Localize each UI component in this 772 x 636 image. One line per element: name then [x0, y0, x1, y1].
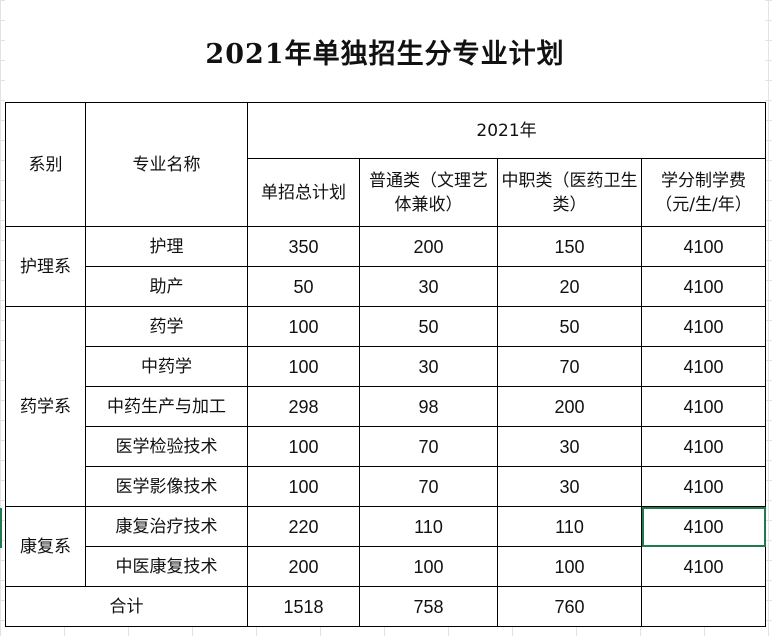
- row-selection-marker: [0, 508, 2, 548]
- table-row: 助产 50 30 20 4100: [6, 266, 767, 307]
- table-row: 护理系 护理 350 200 150 4100: [5, 226, 767, 307]
- fee-cell[interactable]: 4100: [640, 546, 767, 587]
- fee-cell[interactable]: 4100: [640, 386, 767, 427]
- general-cell[interactable]: 110: [359, 506, 498, 547]
- fee-cell[interactable]: 4100: [640, 226, 767, 267]
- totals-label[interactable]: 合计: [5, 586, 248, 627]
- vocational-cell[interactable]: 20: [497, 266, 642, 307]
- general-cell[interactable]: 70: [359, 466, 498, 507]
- major-cell[interactable]: 助产: [85, 266, 248, 307]
- header-total[interactable]: 单招总计划: [247, 158, 360, 227]
- total-cell[interactable]: 50: [247, 266, 360, 307]
- totals-total[interactable]: 1518: [247, 586, 360, 627]
- header-year[interactable]: 2021年: [246, 102, 767, 159]
- vocational-cell[interactable]: 50: [497, 306, 642, 347]
- dept-cell[interactable]: 康复系: [5, 506, 86, 587]
- vocational-cell[interactable]: 30: [497, 426, 642, 467]
- dept-cell[interactable]: 药学系: [5, 306, 86, 507]
- general-cell[interactable]: 100: [359, 546, 498, 587]
- major-cell[interactable]: 康复治疗技术: [85, 506, 248, 547]
- total-cell[interactable]: 220: [247, 506, 360, 547]
- total-cell[interactable]: 100: [247, 466, 360, 507]
- major-cell[interactable]: 医学影像技术: [85, 466, 248, 507]
- fee-cell[interactable]: 4100: [640, 266, 767, 307]
- header-major[interactable]: 专业名称: [85, 102, 248, 227]
- general-cell[interactable]: 200: [359, 226, 498, 267]
- totals-row: 合计 1518 758 760: [5, 586, 767, 627]
- total-cell[interactable]: 298: [247, 386, 360, 427]
- table-row: 药学系 药学 100 50 50 4100: [5, 306, 767, 507]
- major-cell[interactable]: 中药生产与加工: [85, 386, 248, 427]
- general-cell[interactable]: 50: [359, 306, 498, 347]
- header-fee[interactable]: 学分制学费（元/生/年）: [640, 158, 767, 227]
- fee-cell-selected[interactable]: 4100: [640, 506, 767, 547]
- vocational-cell[interactable]: 30: [497, 466, 642, 507]
- totals-vocational[interactable]: 760: [497, 586, 642, 627]
- major-cell[interactable]: 中药学: [85, 346, 248, 387]
- table-row: 中医康复技术 200 100 100 4100: [6, 546, 767, 587]
- total-cell[interactable]: 100: [247, 426, 360, 467]
- major-cell[interactable]: 护理: [85, 226, 248, 267]
- table-row: 医学影像技术 100 70 30 4100: [6, 466, 767, 507]
- total-cell[interactable]: 200: [247, 546, 360, 587]
- general-cell[interactable]: 98: [359, 386, 498, 427]
- sheet-title[interactable]: 2021年单独招生分专业计划: [5, 0, 765, 102]
- header-dept[interactable]: 系别: [5, 102, 86, 227]
- table-row: 医学检验技术 100 70 30 4100: [6, 426, 767, 467]
- totals-fee[interactable]: [640, 586, 767, 627]
- dept-cell[interactable]: 护理系: [5, 226, 86, 307]
- table-row: 康复系 康复治疗技术 220 110 110 4100: [5, 506, 767, 587]
- general-cell[interactable]: 30: [359, 266, 498, 307]
- total-cell[interactable]: 100: [247, 306, 360, 347]
- table-row: 中药学 100 30 70 4100: [6, 346, 767, 387]
- vocational-cell[interactable]: 150: [497, 226, 642, 267]
- header-vocational[interactable]: 中职类（医药卫生类）: [497, 158, 642, 227]
- total-cell[interactable]: 100: [247, 346, 360, 387]
- totals-general[interactable]: 758: [359, 586, 498, 627]
- general-cell[interactable]: 30: [359, 346, 498, 387]
- admission-plan-table: 系别 专业名称 2021年 单招总计划 普通类（文理艺体兼收） 中职类（医药卫生…: [5, 102, 767, 627]
- vocational-cell[interactable]: 70: [497, 346, 642, 387]
- fee-cell[interactable]: 4100: [640, 306, 767, 347]
- fee-cell[interactable]: 4100: [640, 466, 767, 507]
- vocational-cell[interactable]: 100: [497, 546, 642, 587]
- general-cell[interactable]: 70: [359, 426, 498, 467]
- vocational-cell[interactable]: 110: [497, 506, 642, 547]
- major-cell[interactable]: 药学: [85, 306, 248, 347]
- table-row: 中药生产与加工 298 98 200 4100: [6, 386, 767, 427]
- fee-cell[interactable]: 4100: [640, 426, 767, 467]
- header-general[interactable]: 普通类（文理艺体兼收）: [359, 158, 498, 227]
- major-cell[interactable]: 医学检验技术: [85, 426, 248, 467]
- total-cell[interactable]: 350: [247, 226, 360, 267]
- major-cell[interactable]: 中医康复技术: [85, 546, 248, 587]
- fee-cell[interactable]: 4100: [640, 346, 767, 387]
- vocational-cell[interactable]: 200: [497, 386, 642, 427]
